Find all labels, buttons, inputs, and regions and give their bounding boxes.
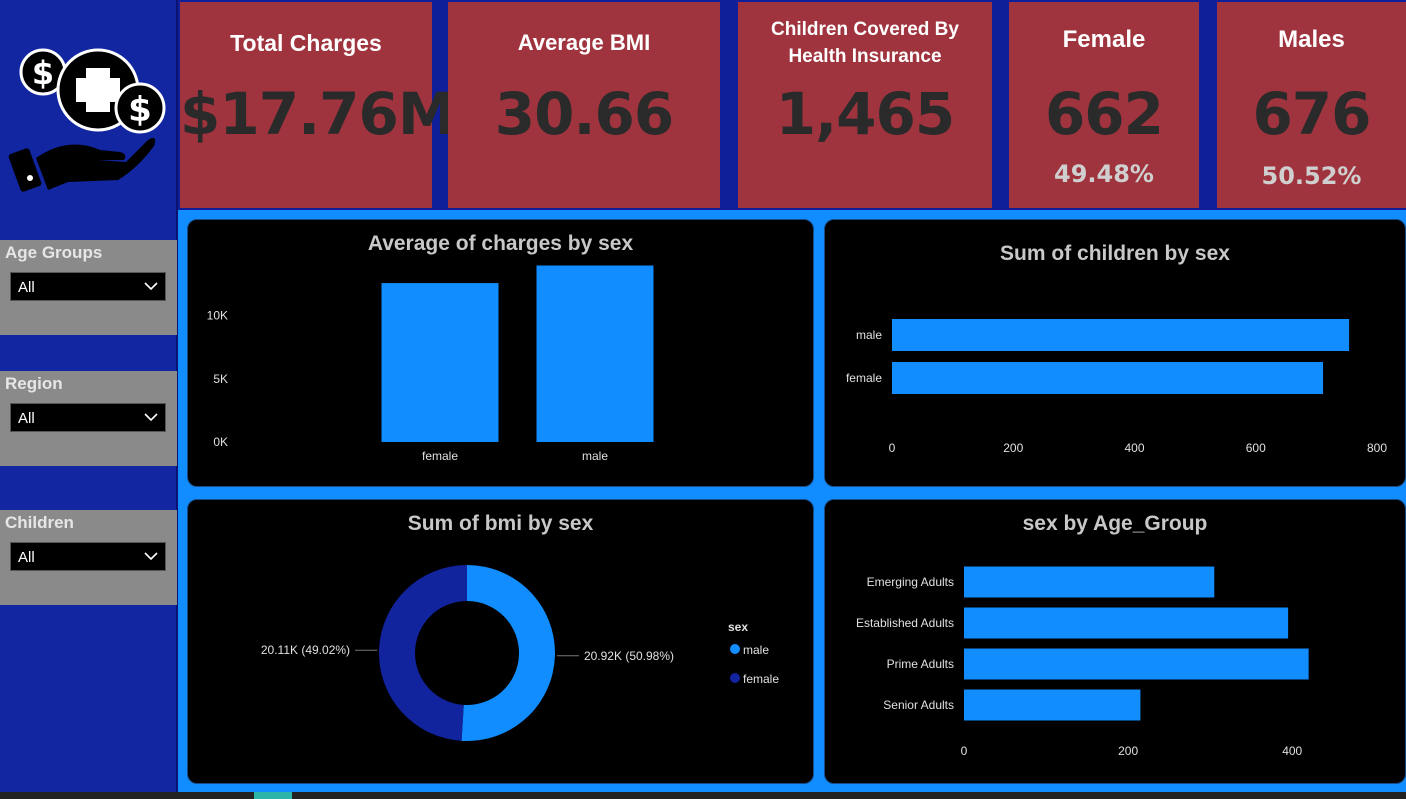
kpi-percent: 50.52% bbox=[1261, 162, 1362, 190]
svg-text:$: $ bbox=[32, 54, 54, 92]
bar-established-adults bbox=[964, 607, 1289, 639]
y-tick-label: male bbox=[856, 328, 882, 342]
slicer-title: Children bbox=[5, 513, 74, 532]
slice-male bbox=[461, 565, 555, 741]
slicer-title: Age Groups bbox=[5, 243, 103, 262]
kpi-children-covered: Children Covered By Health Insurance 1,4… bbox=[738, 2, 992, 208]
data-label-male: 20.92K (50.98%) bbox=[584, 649, 674, 663]
kpi-female: Female 662 49.48% bbox=[1009, 2, 1199, 208]
x-tick-label: 200 bbox=[1118, 744, 1138, 758]
kpi-percent: 49.48% bbox=[1054, 160, 1154, 188]
x-tick-label: 400 bbox=[1124, 441, 1144, 455]
region-dropdown[interactable]: All bbox=[10, 403, 166, 432]
bar-female bbox=[381, 283, 499, 442]
children-dropdown[interactable]: All bbox=[10, 542, 166, 571]
legend-label-male: male bbox=[743, 643, 769, 657]
y-tick-label: Senior Adults bbox=[883, 698, 954, 712]
kpi-title: Total Charges bbox=[230, 30, 382, 56]
y-tick-label: Established Adults bbox=[856, 616, 954, 630]
age-groups-dropdown[interactable]: All bbox=[10, 272, 166, 301]
y-tick-label: 5K bbox=[213, 372, 228, 386]
chart-plot: male female 0 200 400 600 800 bbox=[846, 319, 1387, 455]
page-tab-active[interactable] bbox=[254, 792, 292, 799]
kpi-value: 662 bbox=[1044, 80, 1164, 148]
x-tick-label: male bbox=[582, 449, 608, 463]
kpi-title: Female bbox=[1062, 26, 1146, 53]
kpi-title-line1: Children Covered By bbox=[771, 19, 959, 40]
slicer-title: Region bbox=[5, 374, 63, 393]
chart-sum-bmi-by-sex[interactable]: Sum of bmi by sex 20.92K (50.98%) 20.11K … bbox=[187, 499, 814, 784]
y-tick-label: Emerging Adults bbox=[867, 575, 954, 589]
chart-avg-charges-by-sex[interactable]: Average of charges by sex 0K 5K 10K female m… bbox=[187, 219, 814, 487]
legend-marker-male bbox=[730, 644, 740, 654]
kpi-title-line2: Health Insurance bbox=[788, 46, 942, 67]
bar-female bbox=[892, 362, 1324, 394]
slicer-region: Region All bbox=[0, 371, 177, 466]
bar-prime-adults bbox=[964, 648, 1309, 680]
sidebar: $ $ Age Groups All Region All Children A… bbox=[0, 0, 178, 799]
slice-female bbox=[378, 565, 467, 741]
kpi-title: Children Covered By Health Insurance bbox=[738, 16, 992, 70]
kpi-average-bmi: Average BMI 30.66 bbox=[448, 2, 720, 208]
data-label-female: 20.11K (49.02%) bbox=[261, 643, 350, 657]
x-tick-label: 800 bbox=[1367, 441, 1387, 455]
kpi-value: 30.66 bbox=[494, 80, 674, 148]
dropdown-value: All bbox=[18, 279, 35, 296]
kpi-value: 1,465 bbox=[775, 80, 955, 148]
legend-title: sex bbox=[728, 620, 748, 634]
insurance-money-hand-icon: $ $ bbox=[8, 48, 166, 192]
kpi-value: $17.76M bbox=[180, 80, 456, 148]
kpi-title: Average BMI bbox=[517, 30, 651, 55]
x-tick-label: 600 bbox=[1246, 441, 1266, 455]
kpi-total-charges: Total Charges $17.76M bbox=[180, 2, 456, 208]
kpi-title: Males bbox=[1278, 26, 1345, 53]
svg-text:$: $ bbox=[128, 90, 152, 130]
y-tick-label: Prime Adults bbox=[887, 657, 954, 671]
bar-male bbox=[536, 265, 654, 442]
chevron-down-icon bbox=[144, 552, 158, 561]
y-tick-label: 10K bbox=[207, 309, 228, 323]
bar-male bbox=[892, 319, 1350, 351]
y-tick-label: female bbox=[846, 371, 882, 385]
page-tab-bar bbox=[0, 792, 1406, 799]
chart-plot: 20.92K (50.98%) 20.11K (49.02%) sex male fem… bbox=[261, 565, 779, 741]
x-tick-label: 0 bbox=[889, 441, 896, 455]
chart-plot: 0K 5K 10K female male bbox=[207, 265, 654, 463]
chart-sum-children-by-sex[interactable]: Sum of children by sex male female 0 200 400… bbox=[824, 219, 1406, 487]
dropdown-value: All bbox=[18, 549, 35, 566]
x-tick-label: female bbox=[422, 449, 458, 463]
chart-title: Sum of children by sex bbox=[1000, 242, 1230, 265]
bar-senior-adults bbox=[964, 689, 1141, 721]
slicer-children: Children All bbox=[0, 510, 177, 605]
x-tick-label: 400 bbox=[1282, 744, 1302, 758]
legend-marker-female bbox=[730, 673, 740, 683]
bar-emerging-adults bbox=[964, 566, 1215, 598]
chevron-down-icon bbox=[144, 413, 158, 422]
slicer-age-groups: Age Groups All bbox=[0, 240, 177, 335]
legend-label-female: female bbox=[743, 672, 779, 686]
dropdown-value: All bbox=[18, 410, 35, 427]
x-tick-label: 0 bbox=[961, 744, 968, 758]
y-tick-label: 0K bbox=[213, 435, 228, 449]
chevron-down-icon bbox=[144, 282, 158, 291]
x-tick-label: 200 bbox=[1003, 441, 1023, 455]
kpi-value: 676 bbox=[1252, 80, 1371, 148]
chart-title: Sum of bmi by sex bbox=[407, 512, 594, 535]
chart-title: sex by Age_Group bbox=[1022, 512, 1208, 535]
chart-title: Average of charges by sex bbox=[367, 232, 634, 255]
chart-plot: Emerging Adults Established Adults Prime A… bbox=[856, 566, 1309, 758]
chart-sex-by-age-group[interactable]: sex by Age_Group Emerging Adults Establis… bbox=[824, 499, 1406, 784]
kpi-males: Males 676 50.52% bbox=[1217, 2, 1406, 208]
